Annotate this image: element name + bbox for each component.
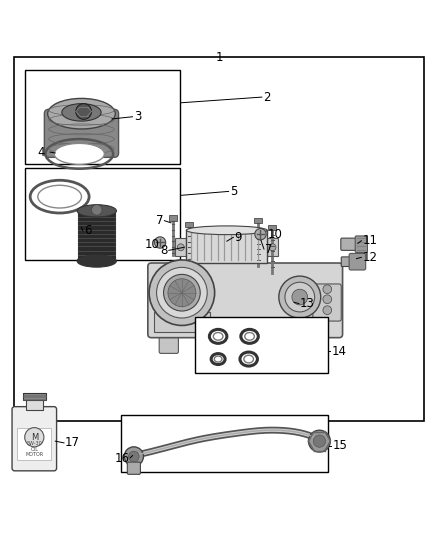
Text: 6: 6: [84, 224, 91, 237]
Text: 5W-30: 5W-30: [26, 441, 42, 446]
Text: MOTOR: MOTOR: [25, 452, 43, 457]
Text: 12: 12: [362, 251, 377, 264]
Text: 13: 13: [300, 297, 314, 310]
Circle shape: [168, 279, 196, 306]
Bar: [121, 415, 328, 472]
Text: 1: 1: [215, 51, 223, 64]
Bar: [25, 70, 180, 164]
Circle shape: [323, 306, 332, 314]
Text: 4: 4: [38, 146, 45, 159]
FancyBboxPatch shape: [127, 462, 141, 474]
FancyBboxPatch shape: [355, 236, 367, 253]
Bar: [14, 57, 424, 422]
Text: 16: 16: [114, 452, 130, 465]
Circle shape: [177, 244, 184, 251]
Ellipse shape: [77, 255, 117, 267]
Text: 11: 11: [362, 234, 377, 247]
FancyBboxPatch shape: [341, 238, 360, 251]
Circle shape: [156, 268, 207, 318]
FancyBboxPatch shape: [349, 253, 366, 270]
Circle shape: [149, 260, 215, 326]
Text: M: M: [31, 433, 38, 442]
Circle shape: [323, 285, 332, 294]
Circle shape: [255, 229, 266, 240]
Ellipse shape: [48, 99, 115, 129]
Bar: [169, 215, 177, 221]
Circle shape: [285, 282, 314, 312]
Ellipse shape: [186, 226, 267, 235]
Bar: [153, 312, 210, 332]
Bar: [267, 238, 278, 256]
Circle shape: [129, 451, 139, 462]
Circle shape: [25, 427, 44, 447]
Text: OIL: OIL: [30, 447, 38, 451]
Circle shape: [92, 205, 102, 215]
Bar: [185, 222, 193, 227]
Text: 7: 7: [156, 214, 163, 227]
Circle shape: [76, 103, 92, 119]
Bar: [186, 230, 267, 263]
Ellipse shape: [62, 103, 101, 121]
Ellipse shape: [77, 205, 117, 217]
FancyBboxPatch shape: [148, 263, 343, 338]
FancyBboxPatch shape: [341, 257, 353, 266]
FancyBboxPatch shape: [266, 329, 286, 353]
FancyBboxPatch shape: [12, 407, 57, 471]
Circle shape: [313, 435, 325, 447]
Bar: [17, 428, 51, 461]
Bar: [25, 168, 180, 260]
Text: 9: 9: [234, 231, 242, 244]
Circle shape: [124, 447, 144, 466]
Text: 7: 7: [265, 244, 273, 256]
Ellipse shape: [213, 333, 223, 340]
FancyBboxPatch shape: [44, 109, 119, 157]
Circle shape: [279, 276, 321, 318]
Bar: [175, 238, 186, 256]
Bar: [25, 399, 43, 410]
Circle shape: [292, 289, 307, 305]
Circle shape: [154, 237, 166, 248]
FancyBboxPatch shape: [214, 331, 233, 356]
Text: 14: 14: [331, 345, 346, 358]
Text: 5: 5: [230, 185, 237, 198]
Bar: [78, 211, 115, 261]
Circle shape: [163, 274, 200, 311]
Text: 10: 10: [144, 238, 159, 251]
Bar: [22, 393, 46, 400]
Circle shape: [323, 295, 332, 304]
Text: 8: 8: [161, 244, 168, 257]
Text: 3: 3: [134, 110, 141, 123]
Text: 15: 15: [332, 439, 347, 452]
Ellipse shape: [214, 356, 222, 362]
Ellipse shape: [244, 355, 254, 363]
FancyBboxPatch shape: [313, 284, 341, 321]
Ellipse shape: [38, 185, 81, 208]
Bar: [254, 218, 262, 223]
Text: 10: 10: [268, 228, 283, 241]
Text: 17: 17: [65, 437, 80, 449]
Bar: [268, 225, 276, 230]
Bar: [195, 317, 328, 374]
Circle shape: [269, 244, 276, 251]
Ellipse shape: [245, 333, 254, 340]
FancyBboxPatch shape: [159, 329, 178, 353]
Text: 2: 2: [263, 91, 270, 103]
Circle shape: [308, 430, 330, 452]
Ellipse shape: [54, 143, 104, 164]
